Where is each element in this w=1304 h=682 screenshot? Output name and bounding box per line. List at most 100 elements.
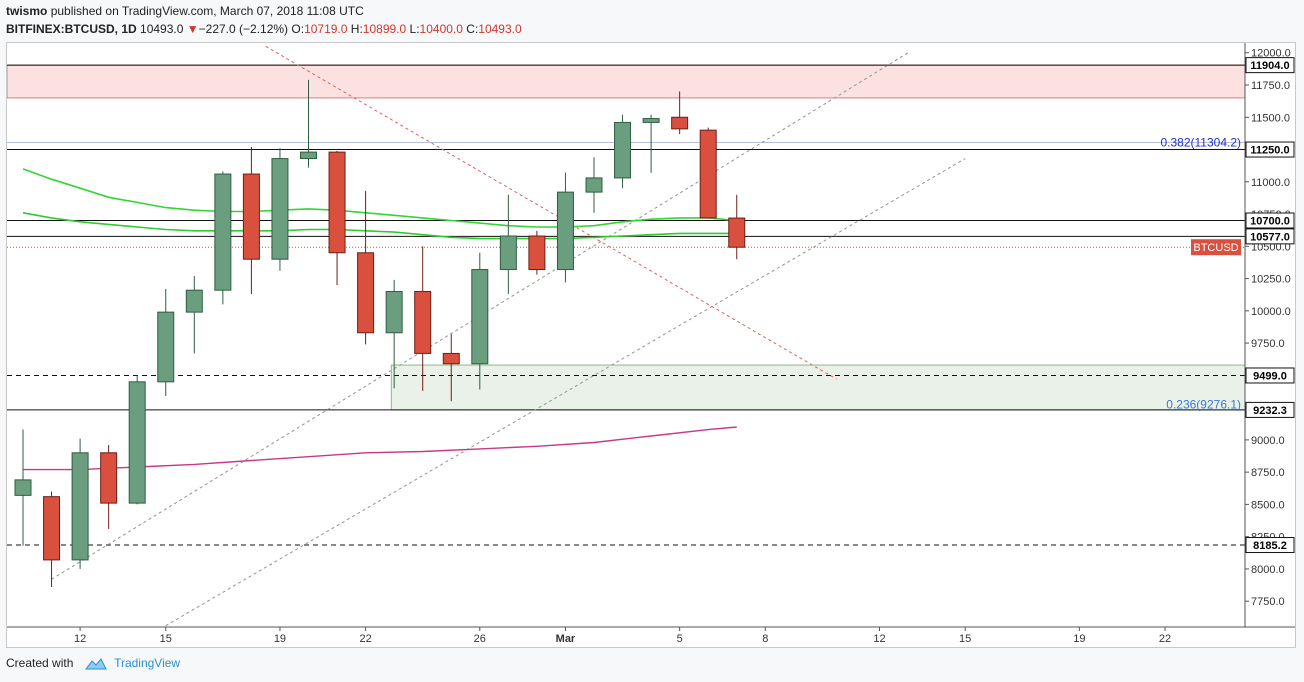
y-tick-label: 11750.0 (1251, 80, 1290, 92)
chart-area[interactable]: 0.382(11304.2) 0.236(9276.1) 7750.0 8000.0 8… (6, 42, 1296, 648)
fib-label: 0.382(11304.2) (1160, 136, 1241, 150)
level-tag-box (1245, 401, 1295, 418)
x-tick-label: 22 (359, 633, 371, 645)
ma-long-line (23, 426, 737, 471)
candle-body (128, 381, 146, 504)
candle (642, 114, 660, 173)
x-tick-label: 19 (1073, 633, 1085, 645)
candle (442, 334, 460, 402)
level-tag: 10700.0 (1245, 212, 1295, 229)
candle-body (357, 252, 375, 334)
candle (242, 146, 260, 295)
candle (671, 91, 689, 135)
candle (556, 172, 574, 283)
level-tag: 9232.3 (1245, 401, 1295, 418)
zone-support (390, 364, 1245, 411)
candle-body (414, 290, 432, 354)
y-tick-label: 10250.0 (1251, 274, 1291, 286)
open-value: 10719.0 (304, 22, 348, 36)
x-tick-label: 12 (873, 633, 885, 645)
low-label: L: (409, 22, 420, 36)
candle (357, 190, 375, 345)
candle (185, 275, 203, 354)
candle (585, 157, 603, 213)
candle (100, 445, 118, 529)
current-price-box (1191, 239, 1241, 256)
candle (414, 246, 432, 391)
last-price: 10493.0 (140, 22, 184, 36)
candle (71, 438, 89, 569)
candle-body (185, 289, 203, 313)
candle (699, 127, 717, 219)
level-tag-label: 11904.0 (1250, 60, 1289, 72)
level-tag-box (1245, 367, 1295, 384)
candle-body (528, 235, 546, 271)
candle-body (556, 191, 574, 271)
y-tick-label: 10000.0 (1251, 306, 1291, 318)
candle (385, 279, 403, 389)
publish-text: published on TradingView.com, March 07, … (50, 4, 364, 18)
candle-body (585, 177, 603, 193)
candle-body (699, 129, 717, 219)
level-tag-label: 10577.0 (1250, 231, 1290, 243)
candle-body (43, 496, 61, 561)
y-tick-label: 8000.0 (1251, 564, 1285, 576)
level-tag-box (1245, 228, 1295, 245)
candle-body (157, 311, 175, 383)
level-tag: 10577.0 (1245, 228, 1295, 245)
candlestick-chart[interactable]: 0.382(11304.2) 0.236(9276.1) 7750.0 8000.0 8… (7, 43, 1295, 647)
close-label: C: (466, 22, 479, 36)
candle (328, 150, 346, 286)
candle-body (728, 217, 746, 248)
trendline (265, 45, 837, 380)
level-tag-box (1245, 212, 1295, 229)
candle-body (100, 452, 118, 504)
low-value: 10400.0 (419, 22, 463, 36)
candle-body (271, 158, 289, 260)
level-tag-box (1245, 57, 1295, 74)
candle-body (442, 352, 460, 365)
change-value: −227.0 (−2.12%) (198, 22, 289, 36)
x-tick-label: 15 (959, 633, 971, 645)
chart-header: twismo published on TradingView.com, Mar… (0, 0, 1304, 42)
y-tick-label: 11000.0 (1251, 177, 1290, 189)
created-with-text: Created with (6, 656, 74, 670)
candle (43, 491, 61, 587)
x-tick-label: 12 (74, 633, 86, 645)
x-tick-label: 15 (160, 633, 172, 645)
author-name[interactable]: twismo (6, 4, 48, 18)
candle-body (71, 452, 89, 561)
fib-label: 0.236(9276.1) (1166, 397, 1241, 411)
tradingview-logo-icon (84, 657, 107, 670)
level-tag: 11250.0 (1245, 141, 1295, 158)
candle-body (214, 173, 232, 291)
change-arrow-icon: ▼ (186, 22, 199, 36)
trendline (165, 158, 966, 627)
high-value: 10899.0 (362, 22, 407, 36)
candle (157, 288, 175, 397)
high-label: H: (350, 22, 363, 36)
level-tag-label: 9499.0 (1253, 370, 1287, 382)
ma-slow-line (22, 212, 737, 240)
candle-body (328, 151, 346, 254)
candle-body (499, 235, 517, 271)
candle (214, 171, 232, 305)
ma-fast-line (22, 168, 737, 228)
candle (14, 429, 32, 546)
tradingview-link[interactable]: TradingView (114, 656, 181, 670)
x-tick-label: 19 (274, 633, 286, 645)
level-tag: 11904.0 (1245, 57, 1295, 74)
candle-body (642, 118, 660, 123)
candle-body (14, 479, 32, 496)
x-tick-label: 5 (677, 633, 683, 645)
candle (614, 114, 632, 189)
close-value: 10493.0 (478, 22, 522, 36)
symbol-label: BITFINEX:BTCUSD, 1D (6, 22, 137, 36)
y-tick-label: 9000.0 (1251, 435, 1285, 447)
candle (499, 194, 517, 295)
candle (471, 252, 489, 390)
open-label: O: (291, 22, 305, 36)
candle-body (242, 173, 260, 260)
current-price-tag: BTCUSD (1191, 239, 1241, 256)
candle (128, 375, 146, 505)
